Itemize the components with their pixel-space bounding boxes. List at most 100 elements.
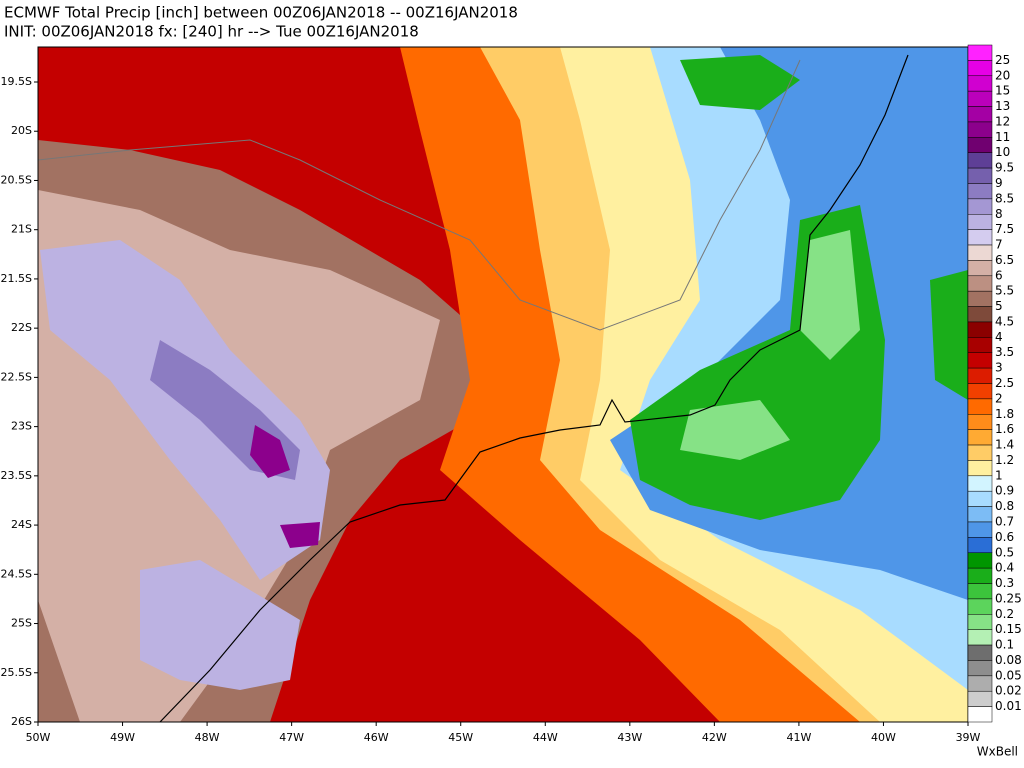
colorbar-label: 0.1 (995, 638, 1014, 652)
colorbar-label: 0.2 (995, 607, 1014, 621)
colorbar-box (967, 383, 993, 400)
colorbar-box (967, 644, 993, 661)
colorbar-box (967, 90, 993, 107)
colorbar-box (967, 475, 993, 492)
lon-label: 39W (956, 731, 981, 744)
lat-label: 21S (11, 223, 32, 236)
colorbar-box (967, 352, 993, 369)
lon-label: 47W (279, 731, 304, 744)
colorbar-box (967, 44, 993, 61)
colorbar-label: 0.3 (995, 576, 1014, 590)
colorbar-label: 2 (995, 391, 1003, 405)
colorbar-label: 0.7 (995, 514, 1014, 528)
colorbar-label: 1.8 (995, 407, 1014, 421)
colorbar-label: 1.4 (995, 438, 1014, 452)
colorbar-label: 0.25 (995, 591, 1022, 605)
precip-field (38, 47, 968, 722)
colorbar-label: 3.5 (995, 345, 1014, 359)
colorbar-label: 20 (995, 68, 1010, 82)
lat-label: 24.5S (1, 567, 32, 580)
colorbar-label: 7 (995, 238, 1003, 252)
lon-label: 46W (364, 731, 389, 744)
colorbar-label: 0.5 (995, 545, 1014, 559)
title-line-1: ECMWF Total Precip [inch] between 00Z06J… (4, 4, 518, 22)
colorbar-box (967, 490, 993, 507)
lat-label: 24S (11, 518, 32, 531)
lat-label: 21.5S (1, 272, 32, 285)
lat-label: 19.5S (1, 75, 32, 88)
colorbar-label: 4 (995, 330, 1003, 344)
colorbar-label: 8.5 (995, 191, 1014, 205)
colorbar-box (967, 75, 993, 92)
colorbar-label: 0.8 (995, 499, 1014, 513)
colorbar-box (967, 106, 993, 123)
colorbar-box (967, 614, 993, 630)
colorbar-label: 6 (995, 268, 1003, 282)
colorbar-box (967, 552, 993, 569)
colorbar-box (967, 275, 993, 292)
colorbar-label: 12 (995, 114, 1010, 128)
lon-label: 41W (786, 731, 811, 744)
colorbar-label: 25 (995, 53, 1010, 67)
colorbar-box (967, 321, 993, 338)
colorbar-box (967, 60, 993, 77)
colorbar-box (967, 706, 993, 723)
colorbar-box (967, 629, 993, 646)
colorbar-label: 1.6 (995, 422, 1014, 436)
colorbar-label: 0.15 (995, 622, 1022, 636)
colorbar-box (967, 290, 993, 307)
colorbar-label: 4.5 (995, 314, 1014, 328)
colorbar-box (967, 167, 993, 184)
lon-label: 43W (617, 731, 642, 744)
lat-label: 23.5S (1, 469, 32, 482)
colorbar-label: 0.05 (995, 668, 1022, 682)
colorbar-box (967, 583, 993, 600)
colorbar-box (967, 567, 993, 584)
colorbar-box (967, 198, 993, 215)
colorbar-label: 0.6 (995, 530, 1014, 544)
lat-label: 25S (11, 617, 32, 630)
colorbar-box (967, 460, 993, 477)
colorbar-label: 10 (995, 145, 1010, 159)
lat-label: 23S (11, 420, 32, 433)
colorbar-label: 0.4 (995, 561, 1014, 575)
lat-label: 25.5S (1, 666, 32, 679)
colorbar-box (967, 598, 993, 615)
lat-label: 22.5S (1, 370, 32, 383)
lon-label: 48W (195, 731, 220, 744)
colorbar-label: 6.5 (995, 253, 1014, 267)
colorbar-box (967, 229, 993, 246)
lon-label: 50W (26, 731, 51, 744)
lon-label: 45W (448, 731, 473, 744)
lat-label: 20S (11, 124, 32, 137)
colorbar-box (967, 444, 993, 461)
title-line-2: INIT: 00Z06JAN2018 fx: [240] hr --> Tue … (4, 23, 419, 41)
colorbar-label: 11 (995, 130, 1010, 144)
colorbar-box (967, 429, 993, 446)
lat-label: 20.5S (1, 173, 32, 186)
colorbar-label: 5.5 (995, 284, 1014, 298)
colorbar-label: 3 (995, 361, 1003, 375)
colorbar-box (967, 137, 993, 153)
colorbar-label: 0.08 (995, 653, 1022, 667)
colorbar-box (967, 337, 993, 353)
colorbar-label: 0.9 (995, 484, 1014, 498)
colorbar-box (967, 521, 993, 538)
colorbar-box (967, 244, 993, 261)
colorbar-box (967, 660, 993, 677)
colorbar-box (967, 183, 993, 200)
colorbar-label: 8 (995, 207, 1003, 221)
colorbar-label: 9 (995, 176, 1003, 190)
colorbar-box (967, 537, 993, 554)
colorbar-label: 0.02 (995, 684, 1022, 698)
colorbar-label: 7.5 (995, 222, 1014, 236)
colorbar-label: 5 (995, 299, 1003, 313)
colorbar-label: 2.5 (995, 376, 1014, 390)
lat-label: 26S (11, 715, 32, 728)
colorbar-label: 13 (995, 99, 1010, 113)
lat-label: 22S (11, 321, 32, 334)
colorbar-box (967, 398, 993, 415)
credit: WxBell (977, 745, 1018, 759)
